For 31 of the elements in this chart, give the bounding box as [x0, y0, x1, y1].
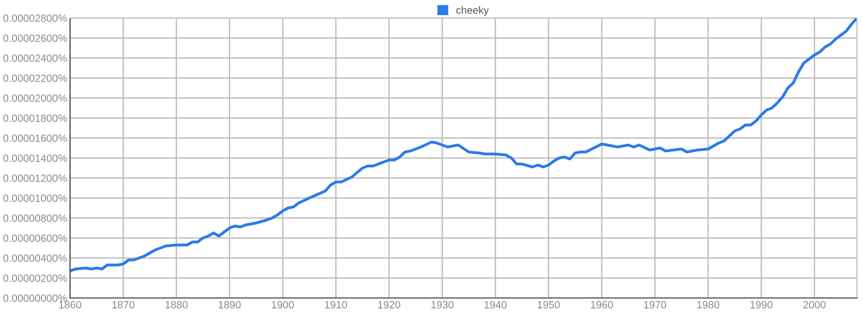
y-tick-label: 0.00001800%: [3, 114, 67, 122]
y-tick-label: 0.00002200%: [3, 74, 67, 82]
x-tick-label: 1890: [218, 301, 241, 308]
x-tick-label: 1970: [644, 301, 666, 308]
x-tick-label: 1990: [750, 301, 772, 308]
x-tick-label: 2000: [803, 301, 826, 308]
y-tick-label: 0.00002600%: [3, 34, 67, 42]
y-tick-label: 0.00001200%: [3, 174, 67, 182]
y-tick-label: 0.00001400%: [3, 154, 67, 162]
y-tick-label: 0.00000800%: [3, 214, 67, 222]
y-tick-label: 0.00000600%: [3, 234, 67, 242]
y-tick-label: 0.00001600%: [3, 134, 67, 142]
x-tick-label: 1930: [431, 301, 454, 308]
x-tick-label: 1950: [538, 301, 560, 308]
x-tick-label: 1980: [697, 301, 720, 308]
x-tick-label: 1940: [484, 301, 507, 308]
y-tick-label: 0.00002400%: [3, 54, 67, 62]
legend-label: cheeky: [456, 6, 489, 16]
x-tick-label: 1900: [272, 301, 294, 308]
y-tick-label: 0.00000000%: [3, 294, 67, 302]
y-tick-label: 0.00001000%: [3, 194, 67, 202]
x-tick-label: 1880: [166, 301, 188, 308]
x-tick-label: 1860: [59, 301, 82, 308]
y-tick-label: 0.00000200%: [3, 274, 67, 282]
x-tick-label: 1870: [112, 301, 134, 308]
x-tick-label: 1920: [378, 301, 400, 308]
y-tick-label: 0.00002800%: [3, 14, 67, 22]
y-tick-label: 0.00000400%: [3, 254, 67, 262]
x-tick-label: 1910: [325, 301, 348, 308]
y-tick-label: 0.00002000%: [3, 94, 67, 102]
x-tick-label: 1960: [590, 301, 613, 308]
